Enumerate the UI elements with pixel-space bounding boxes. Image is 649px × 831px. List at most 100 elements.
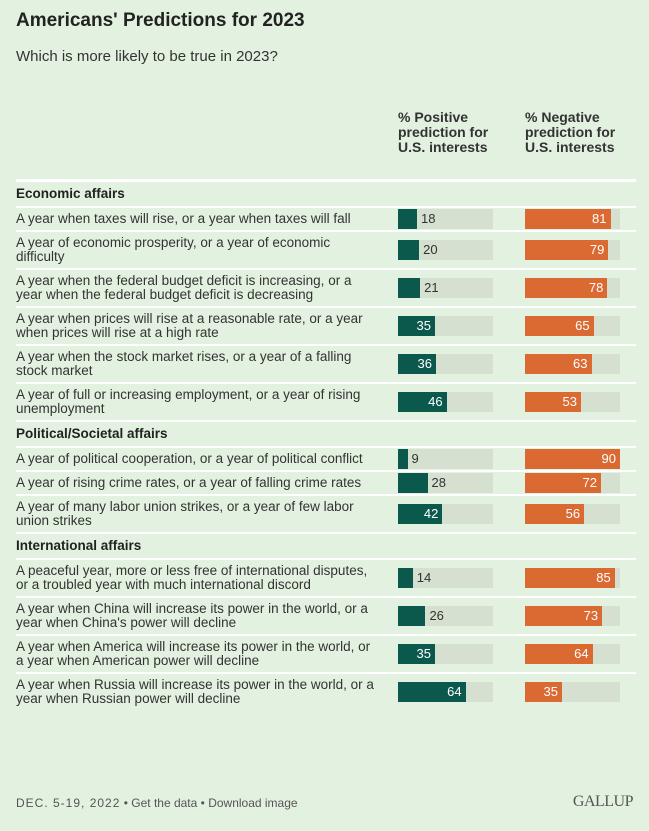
positive-bar-track: 14	[398, 568, 493, 588]
negative-bar	[525, 644, 593, 664]
positive-bar-track: 64	[398, 682, 493, 702]
negative-bar	[525, 682, 562, 702]
negative-bar-track: 81	[525, 209, 620, 229]
negative-bar-track: 72	[525, 473, 620, 493]
positive-bar-track: 26	[398, 606, 493, 626]
negative-bar-track: 65	[525, 316, 620, 336]
negative-value-label: 73	[583, 608, 599, 623]
positive-bar-track: 36	[398, 354, 493, 374]
row-label: A year when Russia will increase its pow…	[16, 677, 374, 706]
positive-value-label: 18	[421, 211, 436, 226]
negative-bar-track: 64	[525, 644, 620, 664]
negative-value-label: 56	[565, 506, 581, 521]
table-row: A year when the federal budget deficit i…	[16, 270, 636, 306]
positive-value-label: 21	[424, 280, 439, 295]
negative-value-label: 72	[582, 475, 597, 490]
positive-value-label: 14	[416, 570, 432, 585]
positive-value-label: 64	[447, 684, 462, 699]
negative-value-label: 53	[562, 394, 577, 409]
positive-value-label: 46	[428, 394, 443, 409]
positive-value-label: 28	[431, 475, 447, 490]
positive-bar-track: 20	[398, 240, 493, 260]
positive-bar	[398, 473, 428, 493]
row-label: A year when taxes will rise, or a year w…	[16, 211, 351, 226]
separator	[16, 446, 636, 448]
positive-value-label: 26	[429, 608, 444, 623]
row-label: A year when China will increase its powe…	[16, 601, 368, 630]
separator	[16, 596, 636, 598]
negative-bar	[525, 568, 615, 588]
row-label: A year of rising crime rates, or a year …	[16, 475, 362, 490]
positive-value-label: 35	[416, 318, 431, 333]
negative-value-label: 81	[592, 211, 607, 226]
negative-bar-track: 79	[525, 240, 620, 260]
column-header-positive: % Positive prediction for U.S. interests	[398, 109, 489, 155]
row-label: A year of economic prosperity, or a year…	[16, 235, 331, 264]
negative-bar-track: 35	[525, 682, 620, 702]
positive-bar	[398, 682, 466, 702]
table-row: A year when America will increase its po…	[16, 636, 636, 672]
download-image-link[interactable]: Download image	[208, 796, 298, 810]
negative-bar-track: 53	[525, 392, 620, 412]
positive-bar-track: 9	[398, 449, 493, 469]
negative-bar-track: 90	[525, 449, 620, 469]
table-row: A year of political cooperation, or a ye…	[16, 448, 636, 470]
section-header: Economic affairs	[16, 186, 125, 201]
table-row: A year when the stock market rises, or a…	[16, 346, 636, 382]
separator	[16, 672, 636, 674]
negative-bar	[525, 278, 608, 298]
section-header: International affairs	[16, 538, 142, 553]
positive-bar	[398, 449, 408, 469]
positive-bar-track: 35	[398, 316, 493, 336]
negative-bar	[525, 392, 581, 412]
row-label: A year of many labor union strikes, or a…	[16, 499, 354, 528]
positive-bar-track: 28	[398, 473, 493, 493]
row-label: A year of political cooperation, or a ye…	[16, 451, 363, 466]
table-row: A year when Russia will increase its pow…	[16, 674, 636, 710]
positive-value-label: 35	[416, 646, 431, 661]
negative-bar	[525, 240, 609, 260]
chart-rows: Economic affairs A year when taxes will r…	[16, 179, 636, 710]
negative-bar	[525, 504, 585, 524]
negative-bar-track: 78	[525, 278, 620, 298]
table-row: A year of economic prosperity, or a year…	[16, 232, 636, 268]
positive-bar	[398, 354, 436, 374]
positive-bar	[398, 240, 420, 260]
positive-value-label: 9	[411, 451, 419, 466]
positive-value-label: 20	[423, 242, 438, 257]
row-label: A year of full or increasing employment,…	[16, 387, 361, 416]
row-label: A year when the federal budget deficit i…	[16, 273, 352, 302]
separator	[16, 470, 636, 472]
separator: •	[197, 796, 209, 810]
get-data-link[interactable]: Get the data	[131, 796, 198, 810]
negative-bar	[525, 449, 620, 469]
table-row: A year of many labor union strikes, or a…	[16, 496, 636, 532]
positive-bar-track: 42	[398, 504, 493, 524]
positive-bar	[398, 392, 447, 412]
separator	[16, 268, 636, 270]
negative-bar	[525, 473, 601, 493]
positive-value-label: 42	[423, 506, 439, 521]
table-row: A year when taxes will rise, or a year w…	[16, 208, 636, 230]
row-label: A year when prices will rise at a reason…	[16, 311, 363, 340]
separator	[16, 558, 636, 560]
separator	[16, 420, 636, 422]
separator	[16, 532, 636, 534]
positive-bar	[398, 606, 426, 626]
positive-bar-track: 21	[398, 278, 493, 298]
row-label: A year when America will increase its po…	[16, 639, 371, 668]
separator	[16, 634, 636, 636]
positive-value-label: 36	[417, 356, 432, 371]
separator: •	[120, 796, 132, 810]
footer: DEC. 5-19, 2022 • Get the data • Downloa…	[16, 796, 298, 810]
negative-bar	[525, 354, 592, 374]
table-row: A year when prices will rise at a reason…	[16, 308, 636, 344]
separator	[16, 206, 636, 208]
table-row: A year when China will increase its powe…	[16, 598, 636, 634]
gallup-logo: GALLUP	[572, 793, 634, 810]
separator	[16, 230, 636, 232]
row-label: A peaceful year, more or less free of in…	[16, 563, 368, 592]
separator	[16, 382, 636, 384]
negative-value-label: 35	[543, 684, 558, 699]
row-label: A year when the stock market rises, or a…	[16, 349, 352, 378]
